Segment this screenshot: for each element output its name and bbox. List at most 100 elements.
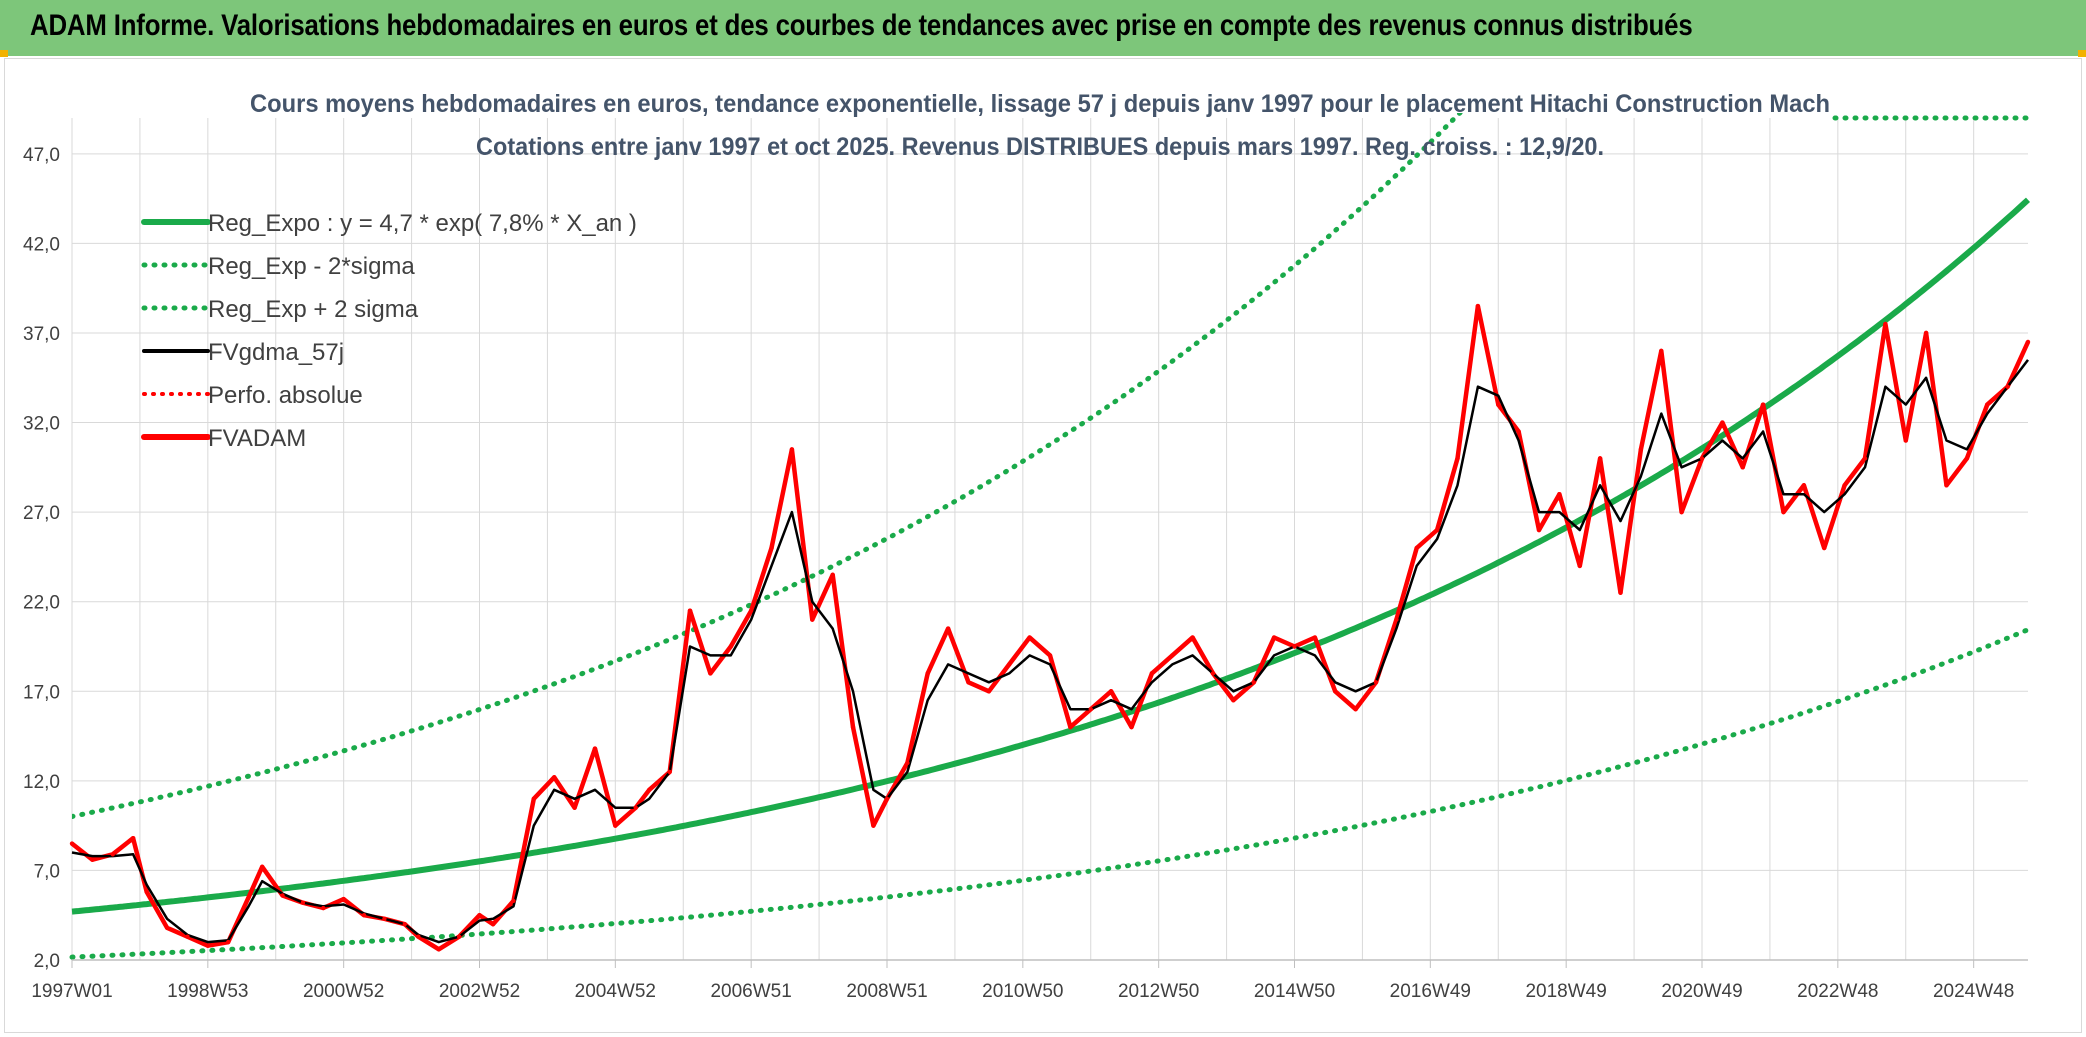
y-tick-label: 7,0: [34, 861, 60, 882]
series-fvadam: [70, 303, 2031, 952]
x-tick-label: 2008W51: [846, 981, 927, 1002]
fvadam-point: [1007, 662, 1012, 667]
x-tick-label: 2020W49: [1661, 981, 1742, 1002]
fvadam-point: [667, 769, 672, 775]
chart-title: Cours moyens hebdomadaires en euros, ten…: [250, 90, 1830, 118]
x-tick-label: 2002W52: [439, 981, 520, 1002]
fvadam-point: [2025, 339, 2031, 345]
fvadam-point: [905, 760, 910, 766]
fvadam-point: [789, 447, 795, 452]
series-fvgdma-57j: [71, 359, 2029, 944]
fvadam-point: [1373, 680, 1379, 685]
x-tick-label: 2024W48: [1933, 981, 2014, 1002]
axes: 2,0 7,0 12,0 17,0 22,0 27,0 32,0 37,0 42,0 47,0 19…: [23, 145, 2028, 1002]
fvadam-point: [871, 823, 876, 828]
fvadam-point: [986, 689, 992, 694]
fvadam-point: [164, 925, 170, 930]
legend-label: Perfo. absolue: [208, 382, 363, 409]
fvadam-point: [966, 680, 971, 685]
x-tick-label: 2000W52: [303, 981, 384, 1002]
fvadam-point: [1292, 644, 1297, 649]
legend-label: Reg_Exp + 2 sigma: [208, 296, 419, 323]
fvadam-point: [1129, 724, 1134, 730]
fvadam-point: [1740, 465, 1745, 470]
fvadam-point: [110, 852, 115, 857]
y-tick-label: 2,0: [34, 951, 60, 972]
fvadam-point: [321, 905, 326, 911]
fvadam-point: [1659, 348, 1664, 354]
fvadam-point: [185, 934, 190, 939]
fvadam-point: [633, 805, 638, 810]
x-tick-label: 2016W49: [1390, 981, 1471, 1002]
fvadam-point: [1027, 635, 1032, 640]
fvadam-point: [1536, 527, 1542, 533]
fvadam-point: [300, 900, 306, 905]
x-tick-label: 1998W53: [167, 981, 248, 1002]
fvadam-point: [1108, 689, 1114, 694]
legend: Reg_Expo : y = 4,7 * exp( 7,8% * X_an ) R…: [141, 210, 637, 452]
fvadam-point: [613, 823, 618, 828]
fvadam-point: [687, 608, 693, 613]
y-tick-label: 37,0: [23, 324, 60, 345]
fvadam-point: [246, 895, 251, 900]
series-reg-plus-2sigma: [72, 113, 1464, 819]
x-tick-label: 2006W51: [710, 981, 791, 1002]
fvadam-point: [1088, 706, 1093, 712]
fvadam-point: [1333, 689, 1338, 694]
fvadam-point: [1394, 617, 1399, 622]
fvadam-point: [1190, 635, 1195, 640]
x-tick-label: 1997W01: [31, 981, 112, 1002]
fvadam-point: [1862, 456, 1868, 461]
fvadam-point: [1149, 671, 1155, 676]
banner-corner-left: [0, 50, 8, 57]
fvadam-point: [1251, 680, 1256, 685]
fvadam-point: [925, 671, 930, 676]
fvadam-point: [1455, 456, 1460, 461]
fvadam-point: [1231, 698, 1236, 703]
chart-frame: [4, 58, 2082, 1033]
x-tick-label: 2018W49: [1525, 981, 1606, 1002]
legend-label: FVADAM: [208, 425, 306, 452]
y-tick-label: 22,0: [23, 593, 60, 614]
fvadam-point: [1923, 330, 1929, 336]
fvadam-point: [552, 775, 557, 780]
fvadam-point: [769, 545, 774, 551]
x-tick-label: 2004W52: [575, 981, 656, 1002]
fvadam-point: [1210, 671, 1216, 676]
fvadam-point: [1577, 563, 1582, 569]
fvadam-point: [531, 796, 537, 801]
fvadam-point: [382, 916, 387, 921]
y-tick-label: 27,0: [23, 503, 60, 524]
x-tick-label: 2012W50: [1118, 981, 1199, 1002]
fvadam-point: [1414, 545, 1419, 551]
fvadam-point: [416, 934, 421, 939]
fvadam-point: [708, 671, 713, 676]
fvadam-point: [511, 898, 516, 904]
y-tick-label: 42,0: [23, 234, 60, 255]
fvadam-point: [1720, 420, 1725, 425]
legend-label: FVgdma_57j: [208, 339, 344, 366]
fvadam-point: [1822, 545, 1827, 551]
fvadam-point: [205, 943, 211, 948]
plot-series: [69, 113, 2031, 960]
fvadam-point: [592, 746, 598, 751]
fvadam-point: [1903, 438, 1908, 443]
fvadam-point: [748, 608, 754, 613]
fvadam-point: [2005, 384, 2010, 389]
series-reg-minus-2sigma: [69, 627, 2031, 960]
fvadam-point: [1271, 635, 1277, 640]
fvadam-point: [1312, 635, 1318, 640]
fvadam-point: [341, 896, 346, 902]
fvadam-point: [1801, 483, 1807, 488]
y-tick-label: 12,0: [23, 772, 60, 793]
fvadam-point: [945, 626, 951, 631]
report-title: ADAM Informe. Valorisations hebdomadaire…: [30, 9, 1693, 42]
fvadam-point: [1679, 509, 1684, 515]
y-tick-label: 32,0: [23, 414, 60, 435]
legend-label: Reg_Expo : y = 4,7 * exp( 7,8% * X_an ): [208, 210, 637, 237]
fvadam-point: [1597, 456, 1603, 461]
fvadam-point: [1618, 590, 1623, 595]
fvadam-point: [90, 857, 95, 862]
grid: [71, 118, 2028, 961]
